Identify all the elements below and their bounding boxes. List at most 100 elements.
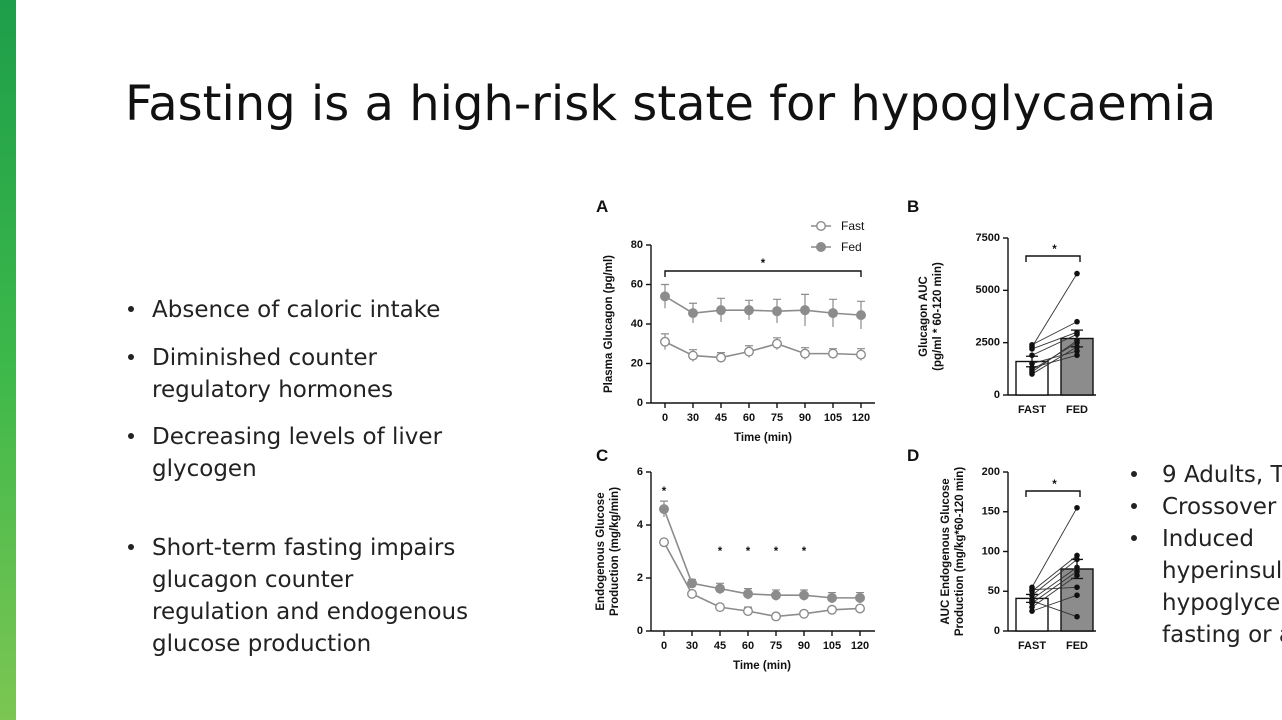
individual-point [1074, 584, 1080, 591]
individual-point [1074, 270, 1080, 277]
data-point [715, 602, 726, 613]
individual-point [1074, 318, 1080, 325]
y-tick-label: 4 [637, 519, 644, 531]
data-point [715, 583, 726, 594]
significance-mark: * [1052, 244, 1057, 256]
legend-marker [816, 220, 827, 231]
individual-point [1074, 331, 1080, 338]
panel-label: B [907, 197, 919, 216]
bullet-text: fasting or a [1162, 622, 1282, 648]
x-tick-label: 105 [823, 640, 841, 652]
x-axis-label: Time (min) [734, 432, 792, 444]
data-point [744, 305, 755, 316]
bullet-text: Induced [1162, 526, 1254, 552]
bullet-dot [1131, 535, 1137, 541]
significance-mark: * [746, 546, 751, 558]
x-tick-label: 30 [687, 412, 699, 424]
bullet-dot [128, 354, 134, 360]
data-point [687, 578, 698, 589]
x-tick-label: 120 [852, 412, 870, 424]
pair-line [1031, 273, 1078, 348]
pair-line [1031, 350, 1078, 365]
bullet-text: hypoglycer [1162, 590, 1282, 616]
individual-point [1074, 564, 1080, 571]
x-tick-label: FED [1066, 640, 1088, 652]
data-point [855, 603, 866, 614]
pair-line [1031, 594, 1078, 612]
significance-bracket [1025, 255, 1081, 262]
data-point [827, 592, 838, 603]
pair-line [1031, 340, 1078, 373]
x-tick-label: 0 [661, 640, 667, 652]
y-tick-label: 50 [988, 585, 1000, 597]
x-tick-label: 45 [714, 640, 726, 652]
data-point [716, 305, 727, 316]
data-point [716, 352, 727, 363]
y-axis-label: AUC Endogenous Glucose [940, 478, 952, 624]
data-point [743, 606, 754, 617]
x-tick-label: 75 [771, 412, 783, 424]
data-point [828, 308, 839, 319]
y-tick-label: 0 [994, 625, 1000, 637]
data-point [744, 346, 755, 357]
data-point [659, 504, 670, 515]
y-tick-label: 7500 [976, 232, 1000, 244]
x-tick-label: FED [1066, 404, 1088, 416]
individual-point [1029, 592, 1035, 599]
pair-line [1031, 571, 1078, 604]
data-point [687, 588, 698, 599]
significance-mark: * [718, 546, 723, 558]
y-axis-label: Glucagon AUC [918, 276, 930, 357]
x-tick-label: 105 [824, 412, 842, 424]
panel-label: D [907, 446, 919, 465]
data-point [799, 608, 810, 619]
data-point [688, 350, 699, 361]
bullet-text: 9 Adults, T [1162, 462, 1282, 488]
individual-point [1074, 552, 1080, 559]
x-tick-label: 60 [742, 640, 754, 652]
data-point [743, 588, 754, 599]
pair-line [1031, 567, 1078, 600]
data-point [771, 611, 782, 622]
y-axis-label: Production (mg/kg*60-120 min) [954, 467, 966, 637]
data-point [856, 310, 867, 321]
legend-text: Fast [841, 219, 865, 233]
pair-line [1031, 333, 1078, 356]
y-axis-label: (pg/ml * 60-120 min) [932, 262, 944, 371]
individual-point [1074, 337, 1080, 344]
bullet-dot [128, 544, 134, 550]
individual-point [1029, 369, 1035, 375]
x-tick-label: 60 [743, 412, 755, 424]
y-tick-label: 2 [637, 572, 643, 584]
x-tick-label: FAST [1018, 404, 1046, 416]
significance-mark: * [774, 546, 779, 558]
data-point [828, 348, 839, 359]
data-point [799, 590, 810, 601]
individual-point [1029, 608, 1035, 614]
x-tick-label: 30 [686, 640, 698, 652]
y-tick-label: 40 [631, 318, 643, 330]
data-point [827, 604, 838, 615]
y-axis-label: Plasma Glucagon (pg/ml) [603, 255, 615, 393]
data-point [800, 305, 811, 316]
bullet-text: Crossover [1162, 494, 1277, 520]
pair-line [1031, 507, 1078, 588]
data-point [771, 590, 782, 601]
y-tick-label: 150 [982, 506, 1000, 518]
y-tick-label: 200 [982, 466, 1000, 478]
individual-point [1029, 346, 1035, 352]
legend-marker [816, 241, 827, 252]
data-point [856, 349, 867, 360]
significance-mark: * [662, 486, 667, 498]
y-tick-label: 5000 [976, 284, 1000, 296]
y-tick-label: 60 [631, 278, 643, 290]
slide-title: Fasting is a high-risk state for hypogly… [125, 76, 1216, 132]
legend-text: Fed [841, 240, 862, 254]
individual-point [1074, 348, 1080, 354]
x-tick-label: 75 [770, 640, 782, 652]
y-tick-label: 0 [994, 389, 1000, 401]
bullet-text: glucagon counter [152, 567, 354, 593]
y-tick-label: 0 [637, 625, 643, 637]
panel-label: C [596, 446, 608, 465]
individual-point [1074, 613, 1080, 620]
